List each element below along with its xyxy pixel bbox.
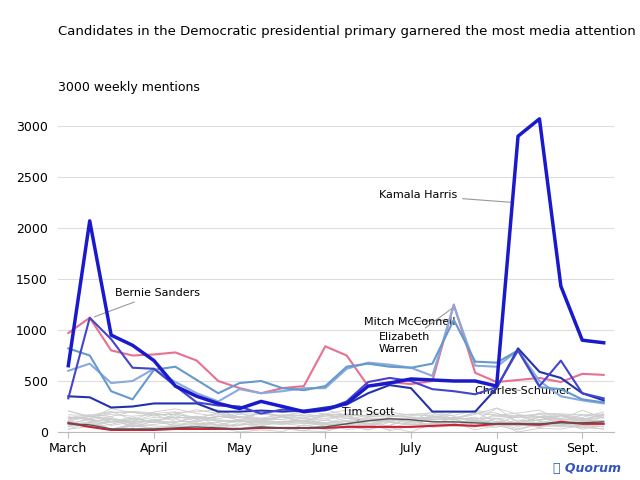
Text: Kamala Harris: Kamala Harris — [379, 191, 511, 202]
Text: 3000 weekly mentions: 3000 weekly mentions — [58, 81, 200, 94]
Text: Mitch McConnell: Mitch McConnell — [364, 317, 455, 327]
Text: Elizabeth
Warren: Elizabeth Warren — [379, 307, 454, 354]
Text: Charles Schumer: Charles Schumer — [475, 386, 571, 396]
Text: Candidates in the Democratic presidential primary garnered the most media attent: Candidates in the Democratic presidentia… — [58, 25, 636, 38]
Text: Tim Scott: Tim Scott — [342, 407, 395, 421]
Text: Bernie Sanders: Bernie Sanders — [95, 288, 200, 317]
Text: Ⓠ Quorum: Ⓠ Quorum — [553, 462, 621, 475]
